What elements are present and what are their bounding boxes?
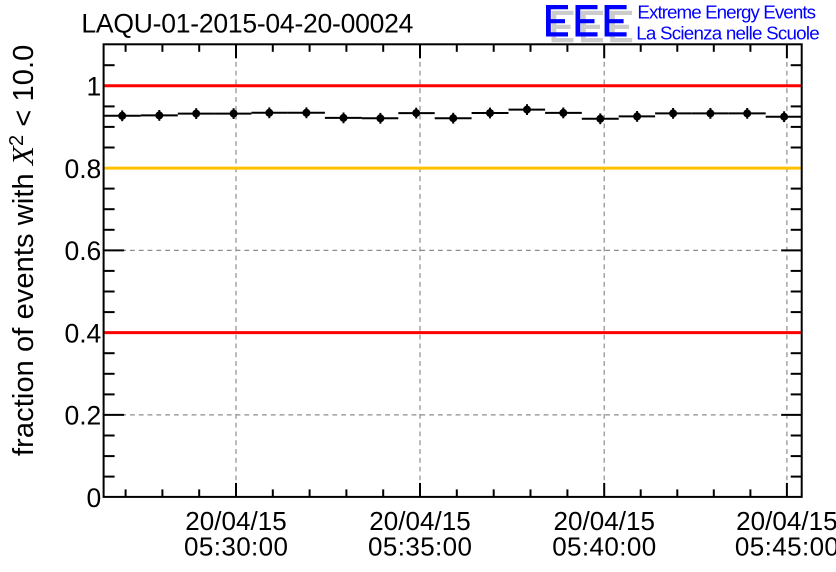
svg-text:20/04/15: 20/04/15 [553,506,655,536]
svg-text:fraction of events with X2 < 1: fraction of events with X2 < 10.0 [5,45,40,456]
svg-text:0.8: 0.8 [64,154,101,184]
svg-text:05:35:00: 05:35:00 [368,532,472,562]
svg-text:LAQU-01-2015-04-20-00024: LAQU-01-2015-04-20-00024 [81,8,413,38]
svg-text:1: 1 [87,72,102,102]
svg-text:05:30:00: 05:30:00 [184,532,288,562]
svg-text:La Scienza nelle Scuole: La Scienza nelle Scuole [636,22,820,43]
svg-text:20/04/15: 20/04/15 [369,506,471,536]
svg-text:05:45:00: 05:45:00 [735,532,836,562]
svg-text:0.4: 0.4 [64,318,101,348]
svg-text:Extreme Energy Events: Extreme Energy Events [637,2,816,23]
svg-text:20/04/15: 20/04/15 [185,506,287,536]
svg-text:0.2: 0.2 [64,401,101,431]
svg-text:05:40:00: 05:40:00 [552,532,656,562]
svg-text:20/04/15: 20/04/15 [736,506,836,536]
svg-text:0.6: 0.6 [64,236,101,266]
svg-text:0: 0 [87,483,102,513]
